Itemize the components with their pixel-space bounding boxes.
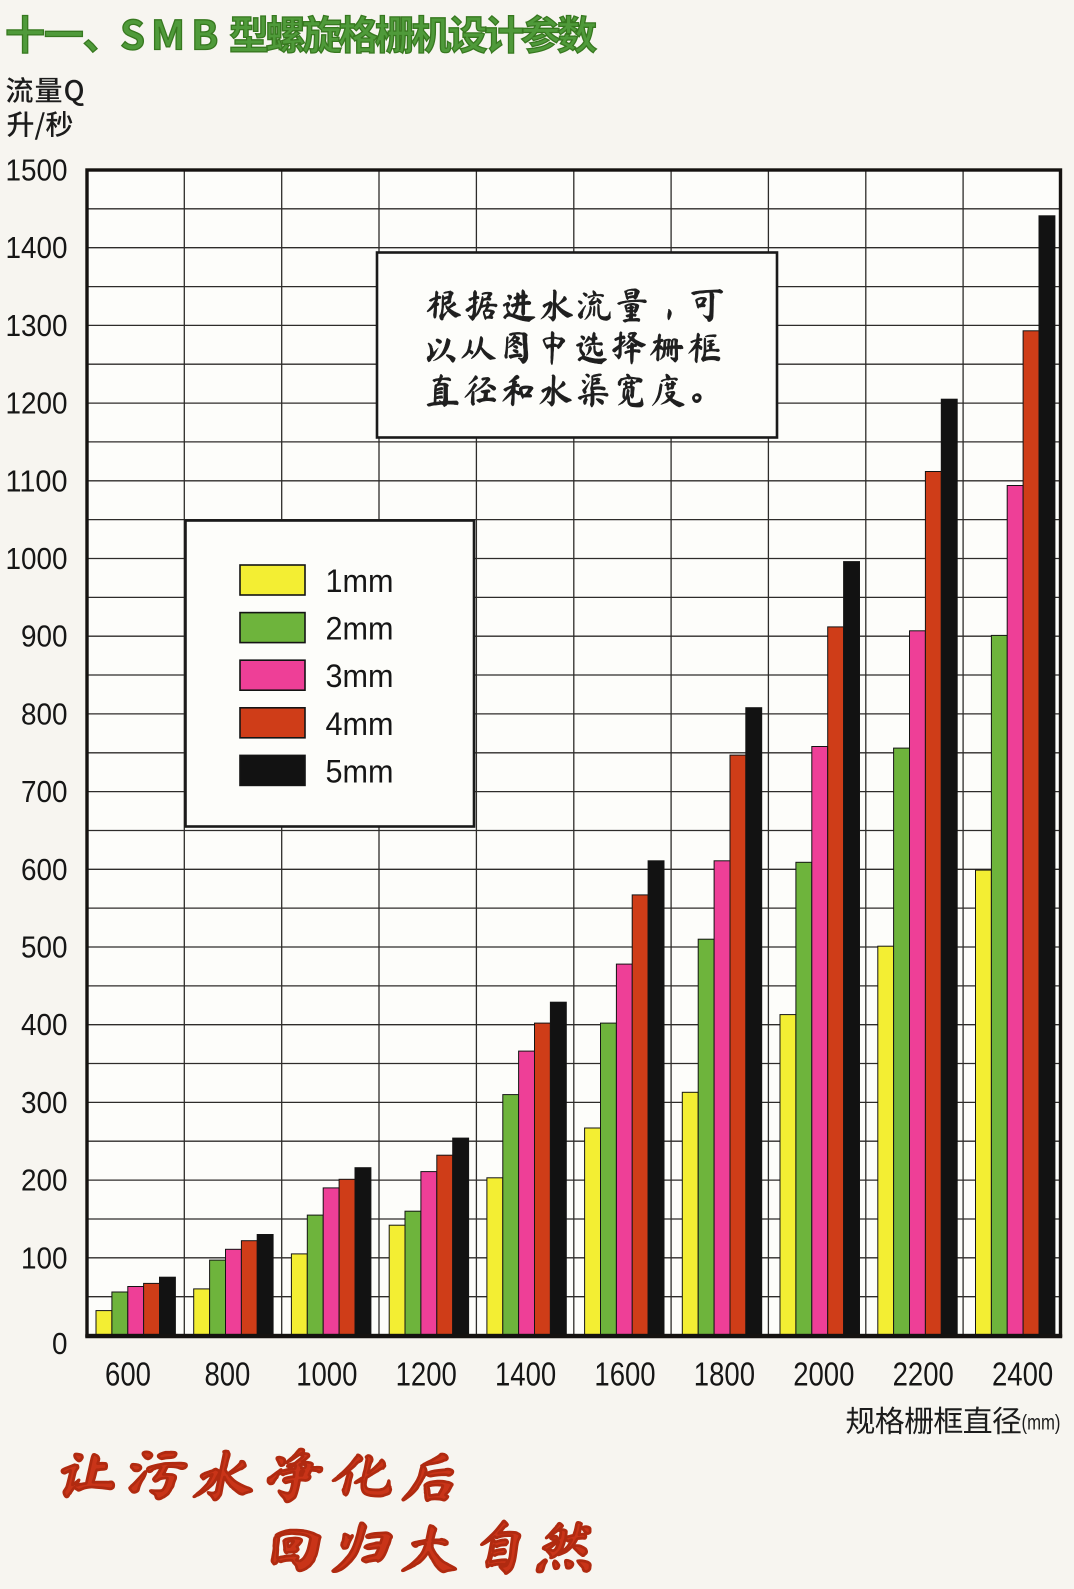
svg-text:600: 600 [105,1357,151,1394]
svg-text:5mm: 5mm [326,753,394,789]
svg-text:100: 100 [21,1240,68,1275]
svg-text:900: 900 [21,619,68,654]
svg-text:1100: 1100 [6,463,68,498]
svg-text:2400: 2400 [992,1357,1053,1394]
svg-text:500: 500 [21,930,68,965]
svg-text:1200: 1200 [6,386,68,421]
svg-text:2200: 2200 [893,1357,954,1394]
svg-text:1800: 1800 [694,1357,755,1394]
svg-text:1500: 1500 [6,153,68,188]
svg-text:4mm: 4mm [326,706,394,742]
svg-text:1300: 1300 [6,308,68,343]
svg-text:1000: 1000 [296,1357,357,1394]
svg-text:(mm): (mm) [1022,1412,1061,1435]
svg-text:1600: 1600 [594,1357,655,1394]
svg-text:2mm: 2mm [326,611,394,647]
svg-text:700: 700 [21,774,68,809]
svg-text:800: 800 [21,696,68,731]
svg-text:400: 400 [21,1007,68,1042]
svg-text:300: 300 [21,1085,68,1120]
svg-text:0: 0 [52,1326,68,1361]
svg-text:1200: 1200 [396,1357,457,1394]
svg-text:3mm: 3mm [326,658,394,694]
svg-text:200: 200 [21,1163,68,1198]
svg-text:800: 800 [204,1357,250,1394]
svg-text:1400: 1400 [6,230,68,265]
svg-text:1000: 1000 [6,541,68,576]
svg-text:600: 600 [21,852,68,887]
svg-text:1mm: 1mm [326,563,394,599]
svg-text:1400: 1400 [495,1357,556,1394]
svg-text:2000: 2000 [793,1357,854,1394]
